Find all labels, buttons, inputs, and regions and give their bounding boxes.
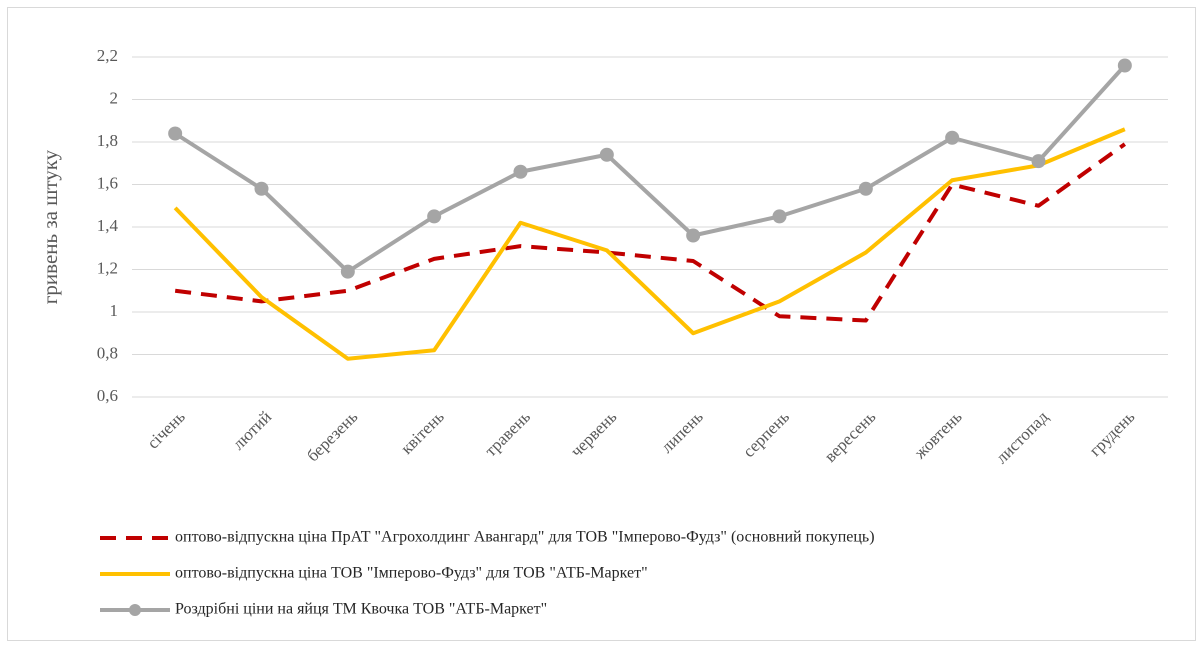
y-tick-label: 2,2 [97, 46, 118, 65]
series-line [174, 64, 1127, 274]
marker [340, 264, 355, 279]
marker [772, 209, 787, 224]
legend-label: оптово-відпускна ціна ТОВ "Імперово-Фудз… [175, 565, 648, 582]
y-tick-label: 1,4 [97, 216, 119, 235]
marker [427, 209, 442, 224]
series-line [174, 142, 1126, 323]
marker [945, 130, 960, 145]
legend-label: Роздрібні ціни на яйця ТМ Квочка ТОВ "АТ… [175, 601, 547, 618]
y-tick-label: 0,8 [97, 343, 118, 362]
marker [858, 181, 873, 196]
legend-marker [129, 604, 141, 616]
y-tick-label: 1 [110, 301, 119, 320]
y-tick-label: 0,6 [97, 386, 118, 405]
marker [686, 228, 701, 243]
y-axis-label: гривень за штуку [38, 149, 62, 304]
legend: оптово-відпускна ціна ПрАТ "Агрохолдинг … [100, 529, 875, 618]
y-tick-label: 2 [110, 88, 119, 107]
series-line [173, 127, 1126, 361]
y-tick-label: 1,8 [97, 131, 118, 150]
marker [513, 164, 528, 179]
marker [1117, 58, 1132, 73]
marker [254, 181, 269, 196]
y-tick-label: 1,2 [97, 258, 118, 277]
chart-frame [7, 7, 1196, 641]
marker [599, 147, 614, 162]
legend-label: оптово-відпускна ціна ПрАТ "Агрохолдинг … [175, 529, 875, 546]
marker [1031, 154, 1046, 169]
marker [168, 126, 183, 141]
y-tick-label: 1,6 [97, 173, 118, 192]
